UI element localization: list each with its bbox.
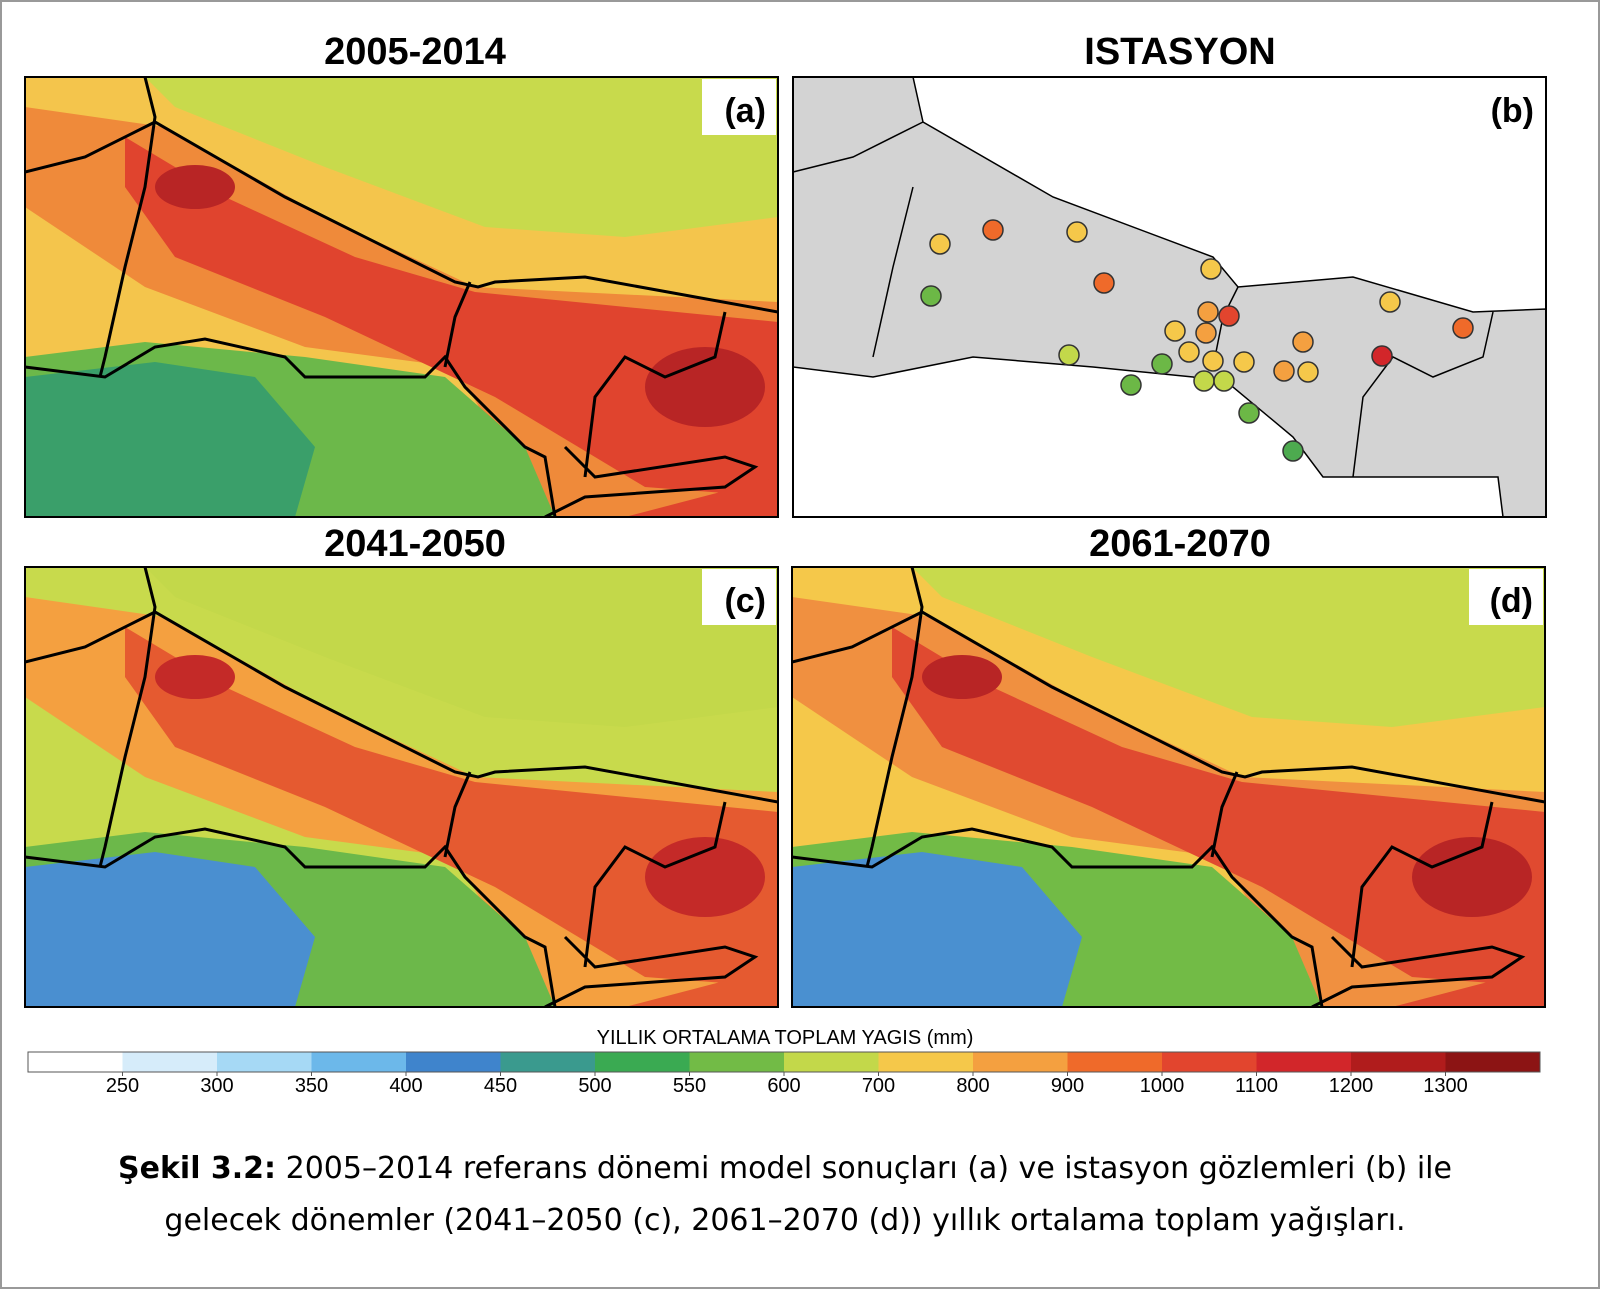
colorbar-segment	[500, 1052, 596, 1072]
panel-title: 2005-2014	[324, 31, 506, 73]
colorbar-segment	[973, 1052, 1068, 1072]
colorbar-segment	[311, 1052, 407, 1072]
panel-title: ISTASYON	[1084, 31, 1275, 73]
panel-label: (b)	[1491, 92, 1534, 130]
colorbar-segment	[217, 1052, 312, 1072]
caption-line: gelecek dönemler (2041–2050 (c), 2061–20…	[164, 1203, 1405, 1238]
map-b	[792, 76, 1547, 518]
colorbar-tick-label: 450	[484, 1075, 517, 1097]
panel-title: 2061-2070	[1089, 523, 1271, 565]
colorbar-segment	[1445, 1052, 1541, 1072]
panel-label: (d)	[1490, 582, 1533, 620]
caption-text: 2005–2014 referans dönemi model sonuçlar…	[286, 1151, 1452, 1186]
colorbar-segment	[1162, 1052, 1257, 1072]
caption-label: Şekil 3.2:	[118, 1151, 276, 1186]
colorbar-tick-label: 250	[106, 1075, 139, 1097]
colorbar-tick-label: 600	[767, 1075, 800, 1097]
colorbar-tick-label: 550	[673, 1075, 706, 1097]
colorbar-tick-label: 900	[1051, 1075, 1084, 1097]
map-d	[792, 567, 1545, 1007]
colorbar-segment	[1067, 1052, 1163, 1072]
colorbar-segment	[122, 1052, 218, 1072]
colorbar-segment	[689, 1052, 785, 1072]
colorbar-segment	[406, 1052, 501, 1072]
panel-label: (a)	[724, 92, 766, 130]
colorbar-segment	[595, 1052, 690, 1072]
colorbar-segment	[28, 1052, 123, 1072]
colorbar-label: YILLIK ORTALAMA TOPLAM YAGIS (mm)	[597, 1027, 974, 1049]
colorbar-segment	[1351, 1052, 1446, 1072]
colorbar-tick-label: 1100	[1235, 1075, 1278, 1097]
panel-frames	[24, 76, 1547, 1008]
colorbar-tick-label: 500	[578, 1075, 611, 1097]
colorbar-tick-label: 1000	[1140, 1075, 1185, 1097]
colorbar-tick-label: 800	[956, 1075, 989, 1097]
colorbar-tick-label: 700	[862, 1075, 895, 1097]
colorbar-segment	[878, 1052, 974, 1072]
colorbar-segment	[1256, 1052, 1352, 1072]
colorbar-segment	[784, 1052, 879, 1072]
panel-label: (c)	[724, 582, 766, 620]
colorbar-tick-label: 400	[389, 1075, 422, 1097]
map-c	[25, 567, 778, 1007]
colorbar-tick-label: 1300	[1423, 1075, 1468, 1097]
colorbar: 250 300 350 400 450 500 550 600 700 800 900 1000 110…	[27, 1051, 1541, 1097]
panel-title: 2041-2050	[324, 523, 506, 565]
panel-label-boxes	[702, 79, 1544, 625]
colorbar-tick-label: 350	[295, 1075, 328, 1097]
map-a	[25, 77, 778, 517]
stations	[920, 219, 1474, 462]
colorbar-tick-label: 300	[200, 1075, 233, 1097]
caption-line: Şekil 3.2: 2005–2014 referans dönemi mod…	[118, 1151, 1452, 1186]
colorbar-tick-label: 1200	[1329, 1075, 1374, 1097]
